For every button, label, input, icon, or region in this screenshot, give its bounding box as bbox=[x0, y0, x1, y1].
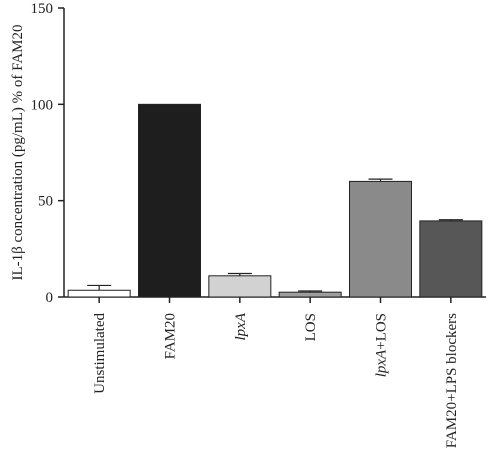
category-labels: Unstimulated FAM20 lpxA LOS lpxA+LOS FAM20+LP… bbox=[92, 312, 460, 448]
y-tick-label: 0 bbox=[46, 290, 54, 306]
bars bbox=[67, 103, 483, 298]
error-bar bbox=[438, 219, 463, 221]
y-axis-title: IL-1β concentration (pg/mL) % of FAM20 bbox=[10, 24, 26, 280]
bar bbox=[419, 220, 483, 298]
x-tick-label: LOS bbox=[303, 313, 319, 341]
error-bar bbox=[87, 284, 112, 291]
bar bbox=[278, 291, 342, 298]
x-tick-label: lpxA+LOS bbox=[374, 313, 390, 377]
bar bbox=[349, 180, 412, 298]
y-axis: 0 50 100 150 bbox=[31, 1, 65, 306]
y-tick-label: 100 bbox=[31, 97, 54, 113]
x-tick-label: lpxA bbox=[233, 312, 249, 340]
bar bbox=[67, 289, 131, 298]
bar bbox=[138, 103, 201, 298]
error-bar bbox=[298, 290, 323, 293]
error-bars bbox=[87, 178, 463, 293]
x-tick-label: FAM20+LPS blockers bbox=[444, 313, 460, 448]
y-tick-label: 50 bbox=[38, 194, 53, 210]
x-tick-label: FAM20 bbox=[163, 313, 179, 359]
bar bbox=[208, 275, 272, 298]
error-bar bbox=[227, 272, 252, 276]
error-bar bbox=[368, 178, 393, 182]
y-tick-label: 150 bbox=[31, 1, 54, 17]
x-axis bbox=[64, 296, 486, 303]
x-tick-label: Unstimulated bbox=[92, 313, 108, 394]
